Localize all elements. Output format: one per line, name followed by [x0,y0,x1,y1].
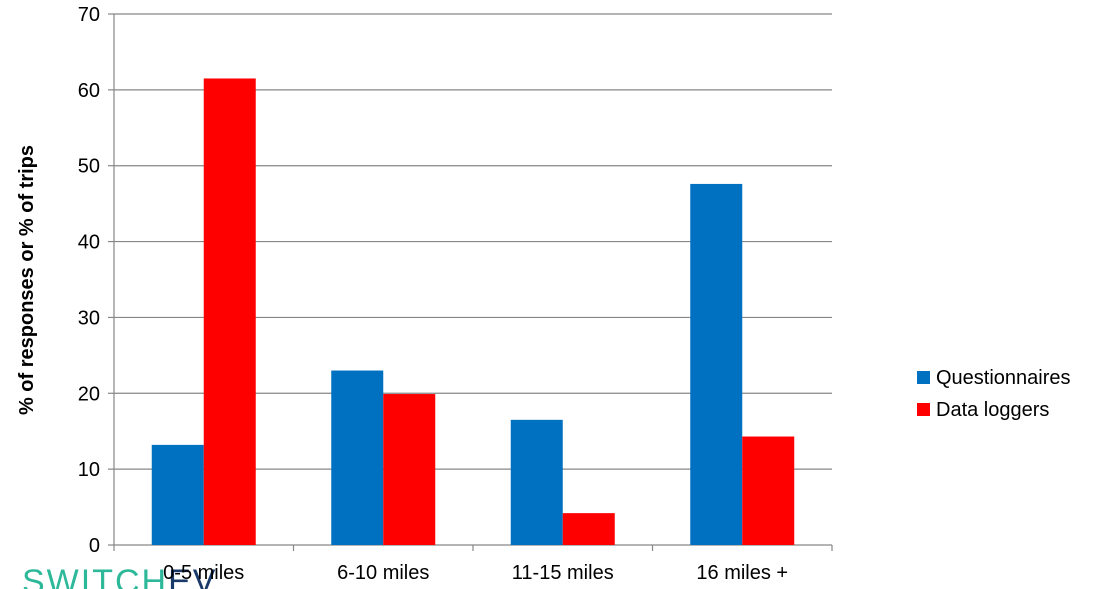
y-tick-label: 30 [78,307,100,329]
y-tick-label: 70 [78,4,100,26]
y-tick-label: 60 [78,80,100,102]
bar-questionnaires [690,183,743,546]
legend-label: Data loggers [936,399,1049,421]
x-tick-label: 11-15 miles [512,562,614,584]
bars [151,78,795,546]
bar-data-loggers [203,78,256,545]
bar-questionnaires [510,419,563,545]
switchev-logo: SWITCHEV [22,563,217,589]
bar-questionnaires [151,444,204,545]
legend-swatch [917,371,930,384]
legend-label: Questionnaires [936,367,1071,389]
bar-data-loggers [383,394,436,545]
y-axis-ticks: 0 10 20 30 40 50 60 70 [78,4,100,557]
y-tick-label: 0 [89,535,100,557]
legend: Questionnaires Data loggers [917,367,1071,421]
y-tick-label: 20 [78,383,100,405]
x-tick-label: 0-5 miles [163,562,244,584]
logo-text: SWITCHEV [22,563,217,589]
y-tick-label: 10 [78,459,100,481]
y-tick-label: 40 [78,232,100,254]
bar-questionnaires [331,370,384,545]
y-tick-label: 50 [78,156,100,178]
legend-swatch [917,403,930,416]
y-axis-label: % of responses or % of trips [16,145,38,415]
x-tick-label: 6-10 miles [337,562,429,584]
bar-data-loggers [562,513,615,545]
x-tick-label: 16 miles + [696,562,788,584]
x-axis-ticks: 0-5 miles 6-10 miles 11-15 miles 16 miles + [163,562,788,584]
bar-data-loggers [742,436,795,545]
